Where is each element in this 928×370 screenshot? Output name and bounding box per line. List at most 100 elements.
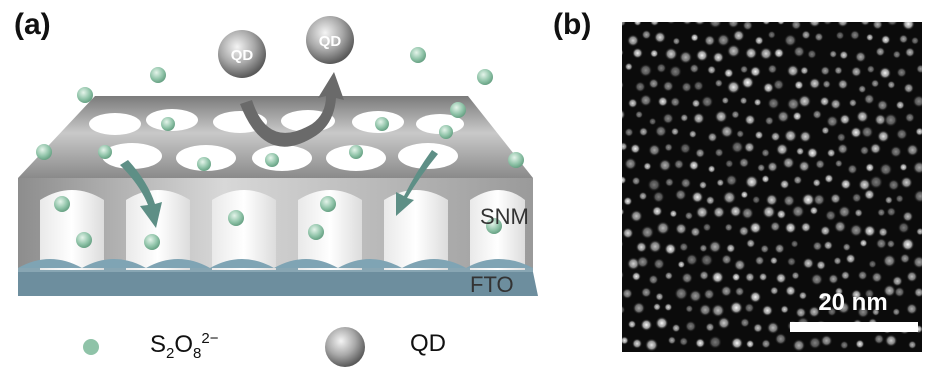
persulfate-ions — [36, 47, 524, 250]
legend-qd-marker — [325, 327, 365, 367]
pore-dot — [708, 240, 722, 254]
pore-dot — [741, 206, 754, 220]
pore-dot — [668, 65, 682, 79]
pore-dot — [714, 78, 724, 88]
pore-dot — [731, 272, 741, 282]
pore-dot — [863, 188, 876, 201]
pore-dot — [761, 304, 774, 317]
pore-dot — [850, 289, 862, 301]
pore-dot — [776, 110, 790, 123]
pore-dot — [698, 303, 712, 317]
pore-dot — [820, 65, 831, 76]
pore-dot — [791, 204, 805, 219]
pore-dot — [681, 81, 693, 93]
pore-dot — [679, 142, 692, 155]
pore-dot — [648, 78, 660, 89]
pore-dot — [720, 285, 733, 297]
pore-dot — [802, 257, 815, 270]
pore-dot — [869, 175, 884, 190]
pore-dot — [774, 332, 787, 345]
pore-dot — [833, 220, 847, 233]
pore-dot — [876, 130, 890, 143]
pore-dot — [782, 156, 795, 170]
pore-dot — [674, 188, 687, 201]
pore-dot — [793, 175, 803, 185]
pore-dot — [739, 65, 749, 74]
fto-label: FTO — [470, 272, 514, 297]
pore-dot — [655, 292, 664, 302]
pore-dot — [652, 302, 662, 311]
pore-dot — [808, 305, 821, 318]
pore-dot — [829, 193, 842, 205]
pore-dot — [910, 36, 920, 45]
pore-dot — [898, 34, 909, 44]
pore-dot — [901, 237, 915, 252]
pore-dot — [638, 126, 649, 137]
pore-dot — [878, 66, 892, 80]
pore-dot — [854, 208, 863, 218]
pore-dot — [783, 33, 797, 47]
panel-label-a: (a) — [14, 8, 51, 41]
quantum-dot: QD — [218, 30, 266, 78]
pore-dot — [695, 205, 709, 219]
pore-dot — [639, 63, 653, 78]
pore-dot — [707, 164, 716, 174]
pore-dot — [842, 242, 851, 252]
pore-dot — [830, 98, 842, 110]
pore-dot — [871, 307, 880, 317]
pore-dot — [767, 30, 776, 39]
pore-dot — [766, 161, 779, 173]
pore-dot — [782, 194, 796, 207]
pore-dot — [795, 307, 807, 319]
pore-dot — [889, 145, 902, 158]
pore-dot — [638, 191, 648, 201]
pore-dot — [887, 179, 900, 191]
legend-ion-marker — [83, 339, 99, 355]
pore-dot — [640, 318, 653, 332]
pore-dot — [886, 206, 897, 217]
pore-dot — [664, 47, 678, 61]
pore-dot — [906, 143, 919, 157]
pore-dot — [883, 284, 896, 298]
pore-dot — [810, 273, 824, 286]
pore-dot — [767, 64, 778, 74]
pore-dot — [725, 174, 738, 187]
pore-lattice — [613, 12, 927, 352]
pore-dot — [824, 209, 837, 222]
pore-dot — [812, 241, 823, 252]
pore-dot — [815, 159, 826, 170]
pore-dot — [863, 224, 876, 238]
pore-dot — [891, 275, 903, 287]
pore-dot — [886, 239, 896, 249]
pore-dot — [819, 225, 831, 237]
pore-dot — [688, 129, 697, 139]
pore-dot — [716, 178, 725, 187]
pore-dot — [849, 29, 861, 41]
pore-dot — [892, 307, 901, 316]
pore-dot — [795, 147, 805, 156]
pore-dot — [721, 254, 733, 265]
pore-dot — [673, 159, 685, 170]
pore-dot — [669, 209, 678, 218]
pore-dot — [655, 316, 669, 330]
pore-dot — [868, 259, 877, 269]
pore-dot — [859, 238, 868, 248]
quantum-dot: QD — [306, 16, 354, 64]
pore-dot — [913, 287, 925, 298]
pore-dot — [887, 80, 896, 90]
pore-dot — [733, 258, 746, 272]
pore-dot — [627, 319, 637, 329]
pore-dot — [818, 292, 828, 302]
pore-dot — [797, 94, 812, 108]
pore-dot — [892, 50, 902, 59]
pore-dot — [664, 177, 675, 187]
pore-dot — [729, 205, 742, 218]
pore-dot — [808, 336, 822, 350]
pore-dot — [839, 50, 849, 60]
pore-dot — [749, 221, 762, 235]
pore-dot — [824, 173, 834, 184]
pore-dot — [624, 62, 633, 71]
pore-dot — [761, 174, 770, 184]
snm-side-wall — [18, 178, 533, 270]
pore-dot — [880, 34, 891, 45]
